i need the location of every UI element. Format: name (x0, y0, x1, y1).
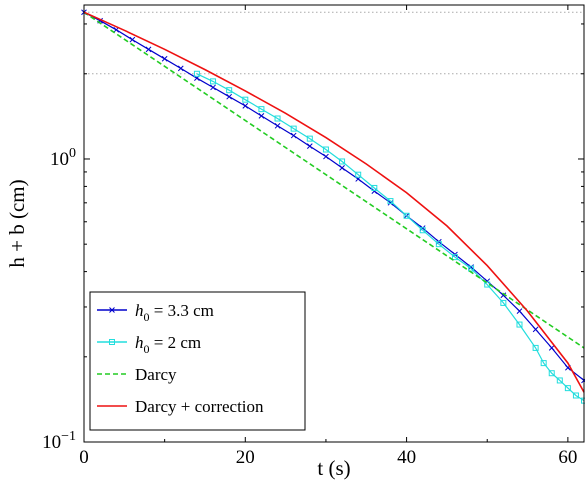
plot-border (83, 4, 585, 443)
data-point (339, 165, 345, 171)
series-line (196, 73, 585, 402)
data-point (468, 265, 475, 272)
series-group (81, 9, 585, 404)
legend-entry-3: Darcy + correction (97, 397, 264, 416)
data-point (210, 84, 216, 91)
x-tick-label: 0 (79, 447, 89, 468)
y-axis-label: h + b (cm) (5, 179, 29, 267)
data-point (161, 55, 168, 62)
data-point (339, 158, 346, 165)
data-point (532, 344, 539, 351)
data-point (306, 143, 313, 150)
data-point (145, 46, 152, 53)
series-0 (81, 9, 585, 384)
data-point (435, 241, 442, 248)
data-point (500, 292, 507, 299)
x-tick-marks (83, 5, 569, 442)
data-point (564, 385, 571, 392)
data-point (387, 199, 394, 206)
y-tick-label: 10−1 (42, 429, 76, 453)
data-point (322, 146, 329, 153)
plot-frame (83, 4, 585, 443)
x-tick-label: 40 (397, 447, 416, 468)
legend-label: Darcy (135, 365, 177, 384)
reference-lines (84, 11, 584, 75)
data-point (516, 321, 523, 328)
data-point (556, 377, 563, 384)
data-point (451, 254, 458, 261)
legend-box (89, 291, 306, 431)
data-point (419, 227, 426, 234)
data-point (516, 308, 523, 314)
data-point (532, 326, 539, 333)
data-point (355, 171, 362, 178)
legend-entry-0: h0 = 3.3 cm (97, 301, 214, 324)
data-point (210, 78, 217, 85)
x-tick-labels: 0 20 40 60 (79, 447, 577, 468)
data-point (290, 125, 297, 132)
data-point (129, 36, 136, 43)
series-2 (83, 11, 585, 349)
data-point (548, 370, 555, 377)
data-point (323, 153, 329, 160)
data-point (177, 65, 184, 72)
data-point (242, 96, 249, 103)
data-point (572, 392, 579, 399)
data-point (403, 212, 410, 219)
legend-label: h0 = 3.3 cm (135, 301, 214, 324)
series-3 (83, 11, 585, 393)
data-point (468, 264, 474, 270)
data-point (193, 70, 200, 77)
data-point (258, 113, 265, 119)
series-1 (193, 70, 585, 404)
data-point (290, 132, 297, 139)
y-tick-labels: 10−1 100 (42, 146, 76, 453)
data-point (500, 299, 507, 306)
data-point (258, 106, 265, 113)
y-tick-label: 100 (50, 146, 76, 170)
series-line (83, 11, 585, 393)
data-point (242, 103, 249, 109)
data-point (274, 115, 281, 122)
legend-label: h0 = 2 cm (135, 333, 201, 356)
x-tick-label: 20 (236, 447, 255, 468)
legend-entry-2: Darcy (97, 365, 177, 384)
series-line (83, 11, 585, 349)
y-tick-marks (84, 23, 584, 443)
data-point (306, 135, 313, 142)
legend-marker (109, 339, 115, 345)
data-point (371, 184, 378, 191)
x-tick-label: 60 (558, 447, 577, 468)
data-point (274, 122, 281, 129)
data-point (540, 360, 547, 367)
legend-marker (109, 307, 115, 313)
legend-label: Darcy + correction (135, 397, 264, 416)
data-point (387, 198, 394, 205)
legend: h0 = 3.3 cm h0 = 2 cm Darcy Darcy + correct… (89, 291, 306, 431)
x-axis-label: t (s) (317, 456, 350, 480)
data-point (548, 345, 555, 351)
data-point (226, 87, 233, 94)
data-point (226, 93, 233, 100)
legend-entry-1: h0 = 2 cm (97, 333, 201, 356)
